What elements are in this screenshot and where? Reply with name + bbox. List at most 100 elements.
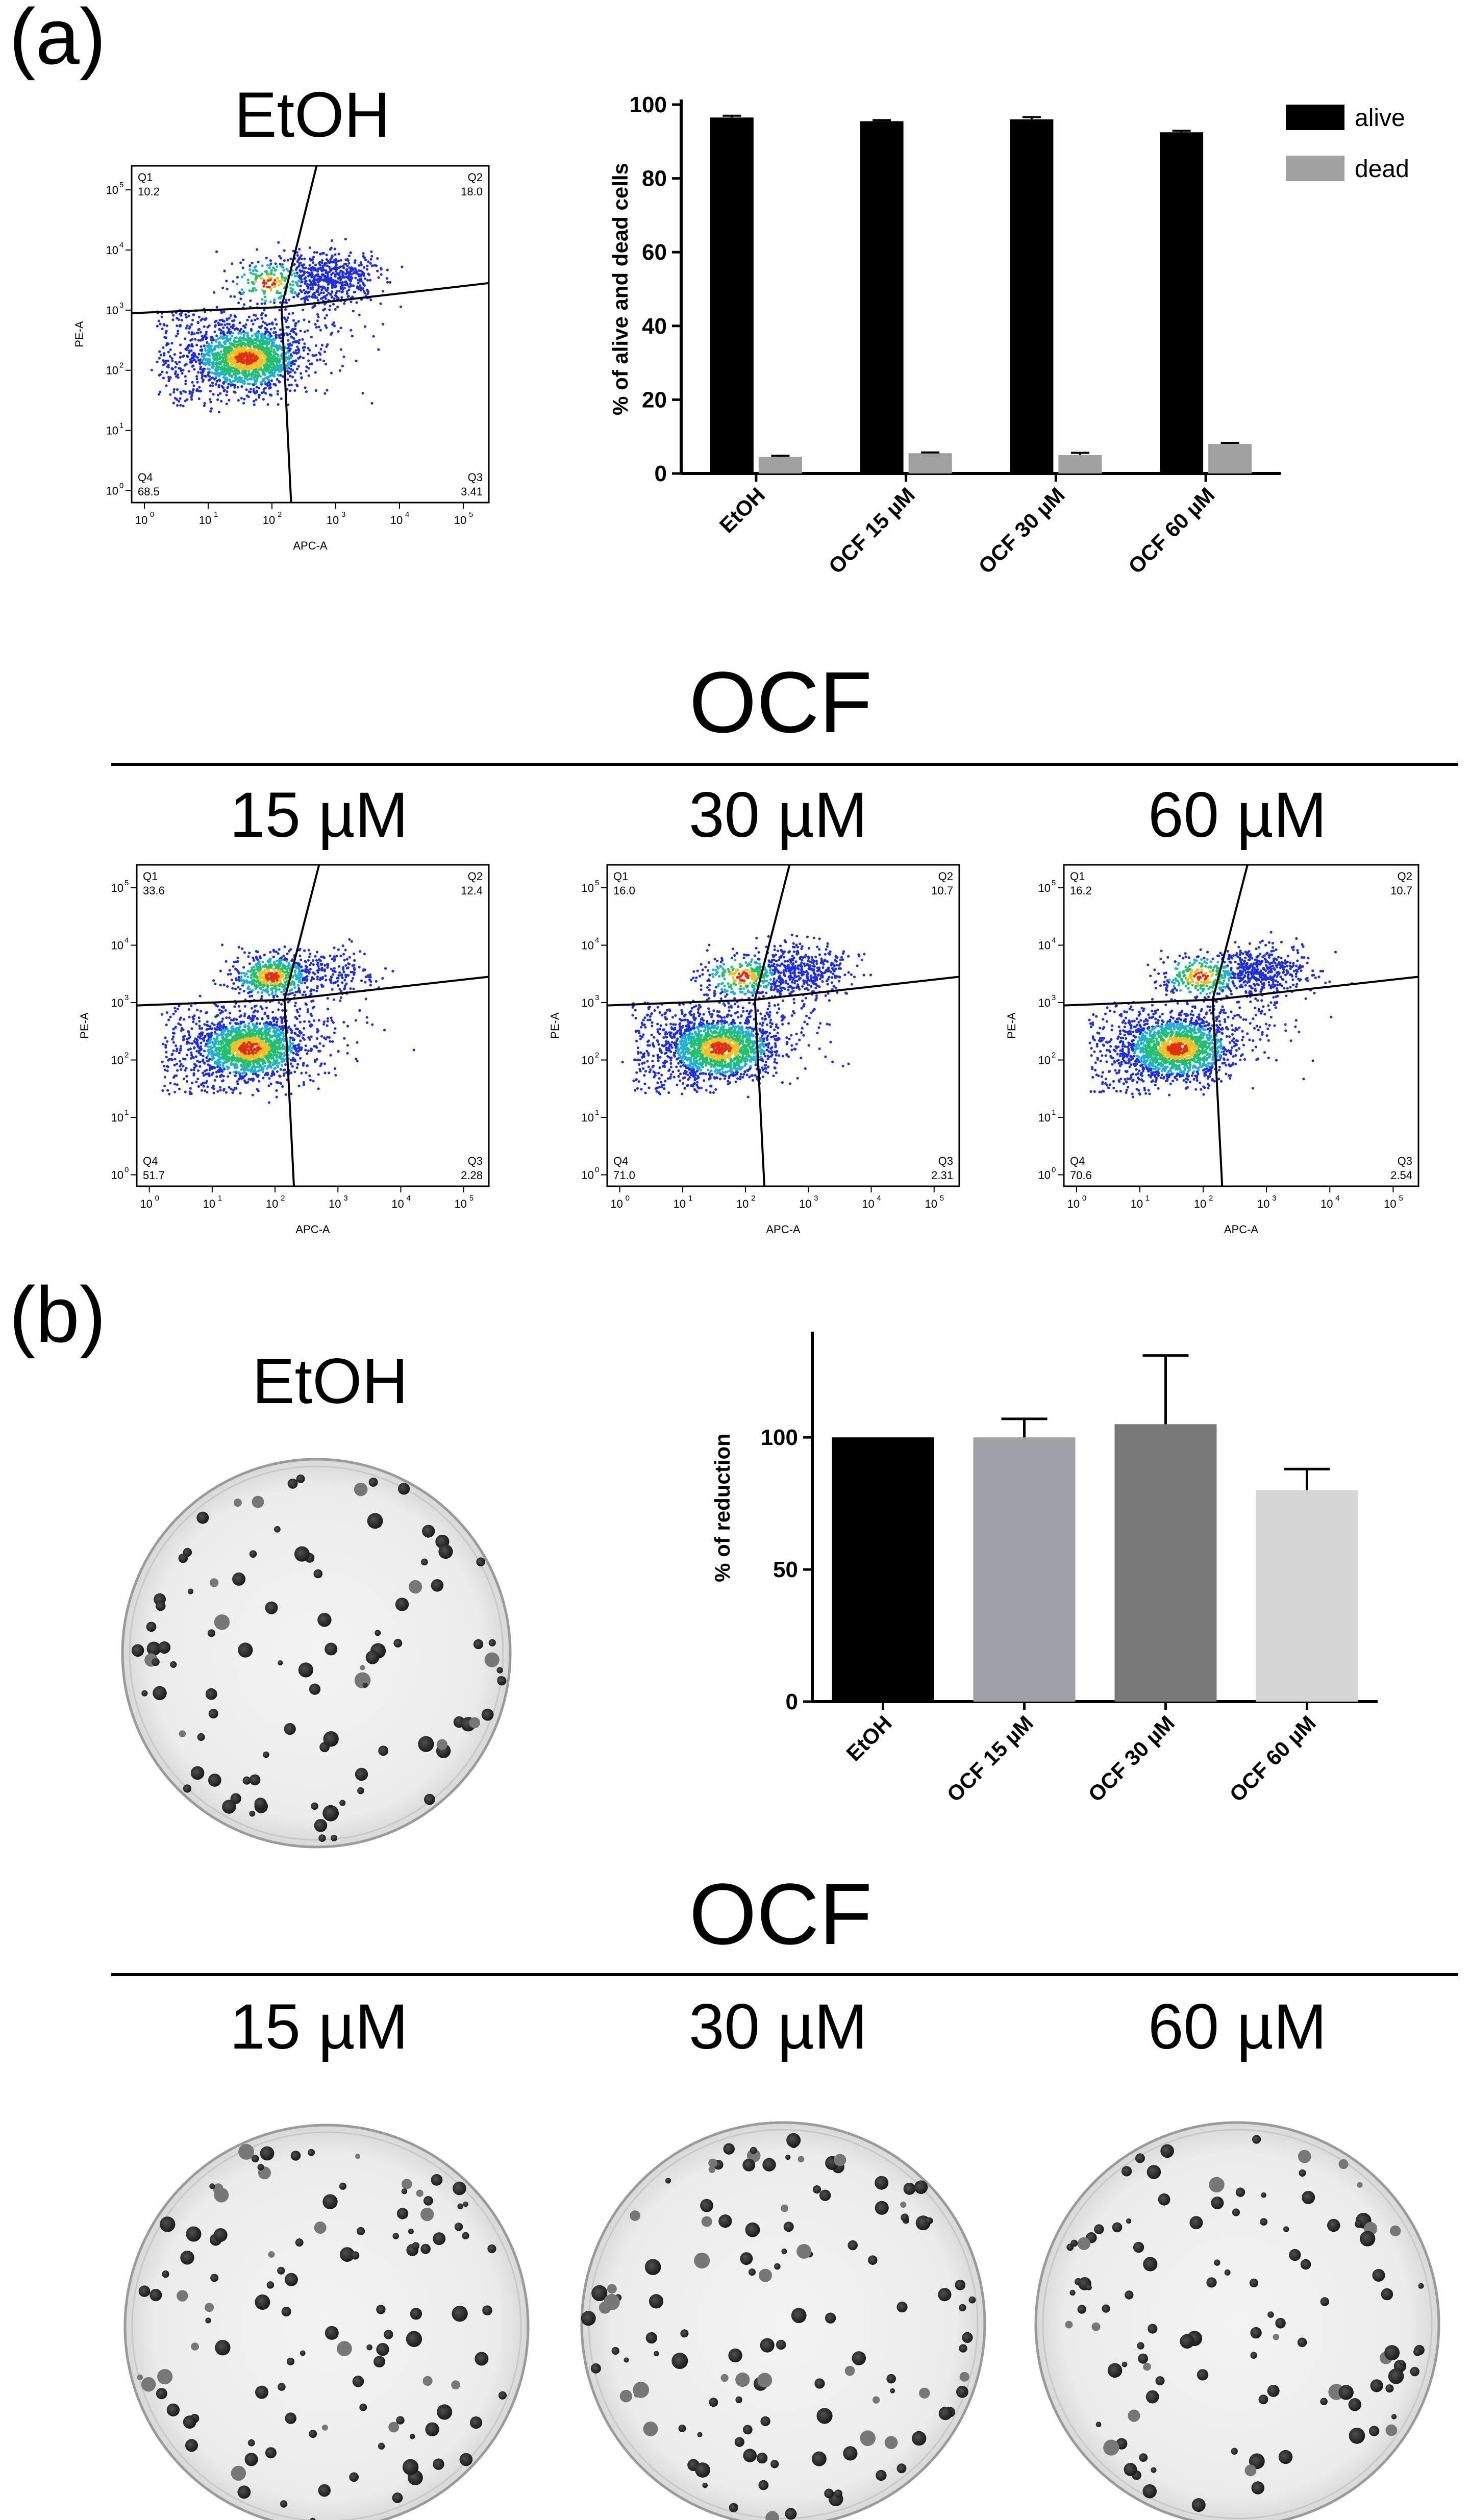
scatter-dot xyxy=(261,368,264,372)
scatter-dot xyxy=(329,1054,332,1057)
scatter-dot xyxy=(282,1060,286,1063)
scatter-dot xyxy=(266,403,269,406)
scatter-dot xyxy=(222,983,226,986)
scatter-dot xyxy=(307,359,310,362)
scatter-dot xyxy=(332,998,336,1001)
scatter-dot xyxy=(287,347,290,350)
scatter-dot xyxy=(252,282,255,286)
scatter-dot xyxy=(240,366,243,369)
scatter-dot xyxy=(243,1014,246,1017)
scatter-dot xyxy=(238,372,241,375)
scatter-dot xyxy=(239,987,242,991)
scatter-dot xyxy=(229,1052,232,1055)
scatter-dot xyxy=(257,1045,260,1049)
scatter-dot xyxy=(175,335,178,338)
scatter-dot xyxy=(315,296,318,300)
scatter-dot xyxy=(196,1077,200,1081)
scatter-dot xyxy=(280,397,283,401)
scatter-dot xyxy=(282,269,285,272)
scatter-dot xyxy=(277,291,280,294)
scatter-dot xyxy=(346,295,350,298)
scatter-dot xyxy=(308,1020,311,1023)
scatter-dot xyxy=(344,949,347,952)
scatter-dot xyxy=(279,333,282,336)
scatter-dot xyxy=(262,397,265,401)
scatter-dot xyxy=(163,352,166,355)
scatter-dot xyxy=(329,278,332,281)
scatter-dot xyxy=(213,1024,216,1027)
scatter-dot xyxy=(281,1038,285,1041)
scatter-dot xyxy=(222,381,226,384)
scatter-dot xyxy=(331,958,334,961)
scatter-dot xyxy=(213,1066,216,1069)
scatter-dot xyxy=(343,276,346,279)
scatter-dot xyxy=(285,298,288,302)
scatter-dot xyxy=(176,316,179,320)
scatter-dot xyxy=(263,282,266,285)
quadrant-label-q4: Q4 xyxy=(138,471,153,484)
scatter-dot xyxy=(275,268,278,271)
scatter-dot xyxy=(234,340,237,343)
scatter-dot xyxy=(165,371,168,374)
scatter-dot xyxy=(197,328,201,331)
scatter-dot xyxy=(245,353,248,356)
scatter-dot xyxy=(264,270,267,273)
scatter-dot xyxy=(187,1031,190,1034)
scatter-dot xyxy=(249,347,252,351)
scatter-dot xyxy=(280,1064,284,1067)
scatter-dot xyxy=(169,1015,172,1018)
scatter-dot xyxy=(276,378,279,381)
scatter-dot xyxy=(271,371,274,375)
scatter-dot xyxy=(259,1064,262,1067)
scatter-dot xyxy=(345,275,348,279)
scatter-dot xyxy=(303,949,306,952)
scatter-dot xyxy=(295,965,298,968)
scatter-dot xyxy=(258,960,261,963)
scatter-dot xyxy=(341,281,344,284)
scatter-dot xyxy=(365,288,369,291)
scatter-dot xyxy=(280,264,283,267)
scatter-dot xyxy=(211,384,214,387)
scatter-dot xyxy=(330,371,333,375)
scatter-dot xyxy=(265,367,268,370)
scatter-dot xyxy=(183,1035,186,1038)
scatter-dot xyxy=(288,361,291,364)
scatter-dot xyxy=(246,1016,250,1019)
scatter-dot xyxy=(197,359,201,362)
scatter-dot xyxy=(185,1037,188,1041)
scatter-dot xyxy=(242,258,245,261)
scatter-dot xyxy=(256,371,259,374)
scatter-dot xyxy=(341,981,344,984)
scatter-dot xyxy=(190,1081,194,1085)
scatter-dot xyxy=(272,357,276,360)
scatter-dot xyxy=(257,337,260,340)
scatter-dot xyxy=(310,268,313,272)
scatter-dot xyxy=(278,1044,281,1047)
scatter-dot xyxy=(235,353,238,356)
scatter-dot xyxy=(297,258,301,261)
scatter-dot xyxy=(253,1059,256,1062)
scatter-dot xyxy=(176,324,179,328)
scatter-dot xyxy=(208,1057,211,1061)
scatter-dot xyxy=(295,383,298,386)
scatter-dot xyxy=(282,955,285,958)
scatter-dot xyxy=(255,1022,258,1025)
scatter-dot xyxy=(244,1071,247,1074)
scatter-dot xyxy=(231,380,234,383)
scatter-dot xyxy=(354,1019,358,1022)
scatter-dot xyxy=(188,390,191,393)
scatter-dot xyxy=(226,334,229,337)
scatter-dot xyxy=(179,1045,182,1048)
scatter-dot xyxy=(190,333,193,336)
scatter-dot xyxy=(201,1031,204,1034)
scatter-dot xyxy=(229,331,232,335)
scatter-dot xyxy=(223,373,227,377)
scatter-dot xyxy=(223,345,226,348)
scatter-dot xyxy=(199,1049,202,1052)
scatter-dot xyxy=(264,321,267,325)
scatter-dot xyxy=(247,315,251,318)
scatter-dot xyxy=(278,309,281,312)
scatter-dot xyxy=(380,268,383,271)
scatter-dot xyxy=(184,380,187,383)
scatter-dot xyxy=(248,988,251,991)
